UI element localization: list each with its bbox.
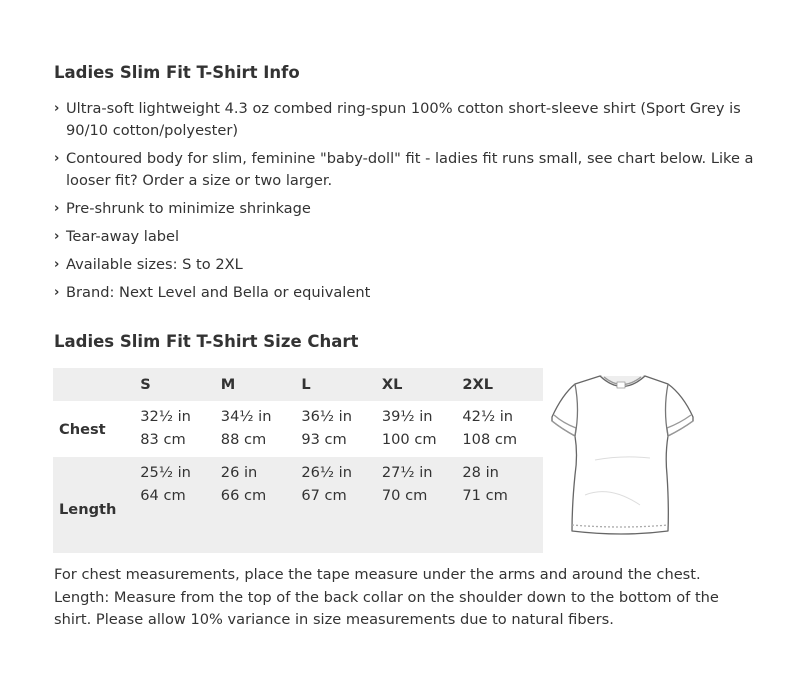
item-text: Tear-away label — [66, 228, 180, 245]
cell: 25½ in 64 cm — [140, 457, 221, 553]
cell: 26 in 66 cm — [221, 457, 302, 553]
cell: 36½ in 93 cm — [301, 401, 382, 457]
cell-in: 26 in — [220, 464, 258, 481]
cell: 26½ in 67 cm — [301, 457, 382, 553]
list-item: › Brand: Next Level and Bella or equivale… — [54, 282, 774, 304]
info-heading: Ladies Slim Fit T-Shirt Info — [54, 63, 300, 82]
list-item: › Contoured body for slim, feminine "baby… — [54, 148, 774, 192]
chevron-right-icon: › — [54, 257, 60, 272]
size-chart-table: S M L XL 2XL Chest 32½ in 83 cm 34½ in 88 … — [53, 368, 543, 553]
cell-in: 36½ in — [301, 408, 352, 425]
empty-header — [53, 368, 140, 401]
measurement-note: For chest measurements, place the tape m… — [54, 566, 719, 628]
size-chart-heading: Ladies Slim Fit T-Shirt Size Chart — [54, 332, 359, 351]
cell-in: 42½ in — [462, 408, 514, 425]
cell-in: 39½ in — [381, 408, 433, 425]
item-text: Ultra-soft lightweight 4.3 oz combed rin… — [66, 100, 741, 139]
cell: 28 in 71 cm — [462, 457, 543, 553]
chevron-right-icon: › — [54, 229, 60, 244]
cell: 34½ in 88 cm — [221, 401, 302, 457]
cell-cm: 100 cm — [381, 431, 437, 448]
cell-cm: 93 cm — [301, 431, 347, 448]
cell-cm: 67 cm — [301, 487, 347, 504]
item-text: Brand: Next Level and Bella or equivalen… — [66, 284, 371, 301]
table-row: Length 25½ in 64 cm 26 in 66 cm 26½ in 67 c… — [53, 457, 543, 553]
cell-cm: 88 cm — [220, 431, 267, 448]
cell-cm: 108 cm — [462, 431, 518, 448]
row-label: Chest — [59, 420, 106, 438]
tshirt-illustration — [551, 375, 694, 535]
cell: 42½ in 108 cm — [462, 401, 543, 457]
size-header: 2XL — [462, 376, 494, 393]
chevron-right-icon: › — [54, 101, 60, 116]
cell-in: 32½ in — [140, 408, 191, 425]
cell-cm: 66 cm — [220, 487, 267, 504]
list-item: › Ultra-soft lightweight 4.3 oz combed ri… — [54, 98, 774, 142]
size-header: M — [220, 376, 236, 393]
cell-in: 27½ in — [381, 464, 433, 481]
cell-cm: 83 cm — [140, 431, 186, 448]
chevron-right-icon: › — [54, 201, 60, 216]
chevron-right-icon: › — [54, 285, 60, 300]
size-header: L — [301, 376, 311, 393]
row-label: Length — [59, 500, 117, 518]
cell-cm: 70 cm — [381, 487, 428, 504]
table-header-row: S M L XL 2XL — [53, 368, 543, 401]
cell: 39½ in 100 cm — [382, 401, 463, 457]
list-item: › Pre-shrunk to minimize shrinkage — [54, 198, 774, 220]
chevron-right-icon: › — [54, 151, 60, 166]
size-header: XL — [381, 376, 403, 393]
cell-cm: 71 cm — [462, 487, 508, 504]
cell-in: 25½ in — [140, 464, 191, 481]
cell-in: 28 in — [462, 464, 499, 481]
item-text: Available sizes: S to 2XL — [66, 256, 243, 273]
cell: 32½ in 83 cm — [140, 401, 221, 457]
feature-list: › Ultra-soft lightweight 4.3 oz combed ri… — [54, 98, 774, 310]
cell-cm: 64 cm — [140, 487, 186, 504]
size-header: S — [140, 376, 151, 393]
table-row: Chest 32½ in 83 cm 34½ in 88 cm 36½ in 93 c… — [53, 401, 543, 457]
cell-in: 34½ in — [220, 408, 272, 425]
cell-in: 26½ in — [301, 464, 352, 481]
item-text: Pre-shrunk to minimize shrinkage — [66, 200, 311, 217]
item-text: Contoured body for slim, feminine "baby-… — [66, 150, 754, 189]
cell: 27½ in 70 cm — [382, 457, 463, 553]
list-item: › Available sizes: S to 2XL — [54, 254, 774, 276]
list-item: › Tear-away label — [54, 226, 774, 248]
